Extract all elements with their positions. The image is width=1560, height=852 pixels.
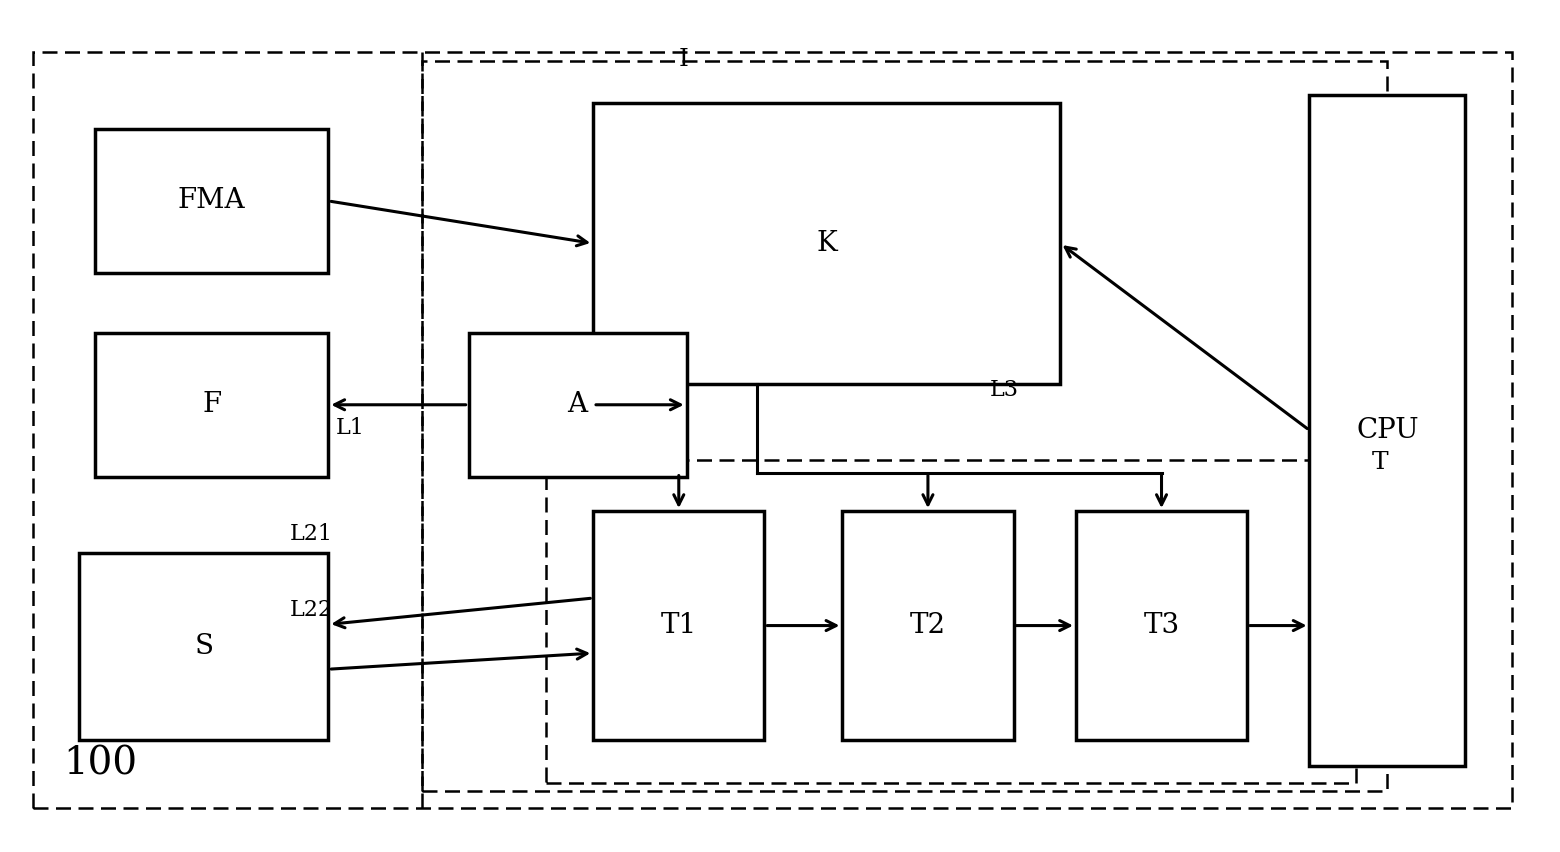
Text: T2: T2: [909, 612, 945, 639]
Text: K: K: [816, 230, 838, 257]
Text: T1: T1: [660, 612, 697, 639]
Text: L22: L22: [290, 599, 332, 621]
Bar: [33, 52, 1512, 809]
Text: S: S: [195, 633, 214, 660]
Bar: [421, 60, 1387, 792]
Bar: [546, 460, 1356, 783]
Text: L21: L21: [290, 523, 332, 545]
Bar: [1076, 511, 1246, 740]
Bar: [95, 332, 329, 477]
Bar: [468, 332, 686, 477]
Text: I: I: [679, 48, 688, 71]
Bar: [842, 511, 1014, 740]
Text: T: T: [1371, 452, 1388, 475]
Text: T3: T3: [1143, 612, 1179, 639]
Text: A: A: [568, 391, 588, 418]
Bar: [80, 554, 329, 740]
Bar: [1309, 95, 1465, 766]
Bar: [95, 129, 329, 273]
Text: L1: L1: [337, 417, 365, 439]
Text: L3: L3: [991, 378, 1019, 400]
Bar: [593, 511, 764, 740]
Text: F: F: [203, 391, 222, 418]
Text: CPU: CPU: [1356, 417, 1418, 444]
Text: FMA: FMA: [178, 187, 245, 215]
Bar: [593, 103, 1061, 383]
Text: 100: 100: [64, 746, 137, 783]
